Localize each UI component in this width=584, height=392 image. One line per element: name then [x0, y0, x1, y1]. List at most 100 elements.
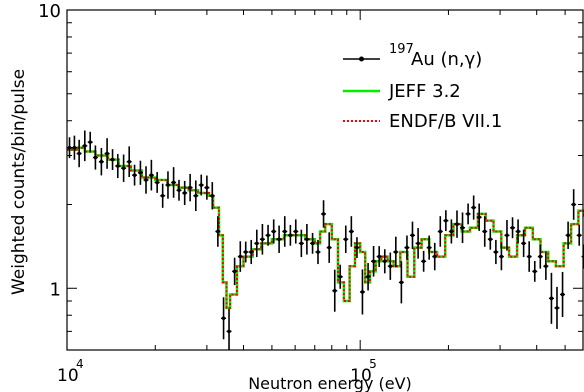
legend-jeff-label: JEFF 3.2	[388, 81, 461, 102]
x-axis-label: Neutron energy (eV)	[248, 374, 412, 392]
data-point	[67, 145, 72, 150]
data-point	[355, 245, 359, 250]
data-point	[310, 241, 315, 246]
x-tick-label: 10	[57, 366, 79, 386]
data-point	[377, 254, 381, 259]
data-point	[571, 202, 576, 207]
data-point	[115, 164, 120, 168]
legend-endf-label: ENDF/B VII.1	[389, 111, 502, 132]
data-point	[316, 250, 320, 254]
data-point	[366, 274, 370, 279]
data-point	[238, 254, 243, 259]
data-point	[477, 215, 481, 220]
data-point	[388, 264, 393, 269]
data-point	[171, 180, 176, 185]
data-point	[527, 254, 531, 259]
data-point	[371, 259, 376, 264]
data-point	[332, 288, 337, 293]
data-point	[188, 185, 192, 190]
data-point	[260, 237, 265, 242]
data-point	[299, 241, 304, 246]
data-point	[321, 212, 326, 216]
data-point	[432, 254, 437, 259]
data-point	[560, 292, 565, 297]
data-point	[138, 170, 143, 175]
data-point	[121, 166, 126, 171]
data-point	[288, 233, 293, 238]
data-point	[360, 290, 365, 294]
series-endf-line	[67, 146, 584, 309]
data-point	[494, 250, 498, 254]
data-point	[510, 225, 515, 230]
data-point	[410, 233, 415, 238]
data-point	[382, 259, 387, 264]
data-point	[427, 245, 431, 250]
data-point	[199, 183, 204, 187]
y-tick-label: 1	[50, 279, 61, 300]
data-point	[177, 188, 181, 193]
data-point	[232, 269, 237, 274]
data-point	[532, 269, 537, 274]
data-point	[221, 316, 226, 321]
data-point	[566, 233, 570, 238]
data-point	[88, 140, 93, 144]
data-point	[271, 229, 276, 234]
data-point	[421, 259, 426, 264]
x-tick-label-exponent: 4	[76, 357, 84, 371]
data-point	[499, 254, 504, 259]
data-point	[577, 233, 582, 238]
data-point	[72, 145, 77, 150]
data-point	[471, 205, 476, 210]
plot-area	[67, 130, 584, 350]
data-point	[488, 237, 493, 242]
legend-au-mass-number: 197	[389, 42, 414, 57]
y-tick-label: 10	[38, 1, 61, 22]
data-point	[327, 245, 331, 250]
data-point	[521, 241, 526, 246]
data-point	[144, 178, 148, 182]
data-point	[482, 229, 487, 234]
data-point	[266, 233, 270, 238]
plot-series	[67, 130, 584, 350]
data-point	[549, 296, 554, 301]
data-point	[127, 159, 132, 164]
data-point	[205, 185, 209, 190]
data-point	[254, 241, 259, 246]
data-point	[416, 241, 420, 246]
data-point	[516, 229, 520, 234]
series-au-data	[67, 130, 584, 350]
data-point	[166, 183, 170, 187]
data-point	[460, 225, 465, 230]
data-point	[293, 229, 298, 234]
data-point	[210, 193, 215, 198]
x-tick-label-exponent: 5	[369, 357, 377, 371]
data-point	[455, 222, 459, 226]
legend-au-label: Au (n,γ)	[411, 49, 482, 70]
data-point	[405, 245, 409, 250]
data-point	[160, 193, 165, 198]
data-point	[399, 280, 404, 285]
data-point	[555, 306, 559, 310]
data-point	[444, 218, 448, 223]
data-point	[394, 250, 398, 254]
data-point	[105, 151, 109, 156]
data-point	[149, 173, 154, 177]
data-point	[438, 229, 443, 234]
data-point	[110, 157, 115, 162]
plot-frame	[66, 9, 584, 351]
data-point	[449, 229, 454, 234]
data-point	[249, 250, 254, 254]
data-point	[349, 229, 354, 234]
data-point	[132, 173, 137, 177]
data-point	[77, 151, 81, 156]
data-point	[82, 144, 87, 148]
data-point	[544, 264, 548, 269]
data-point	[277, 237, 281, 242]
data-point	[99, 159, 104, 164]
data-point	[466, 212, 470, 216]
data-point	[305, 237, 309, 242]
data-point	[505, 233, 509, 238]
